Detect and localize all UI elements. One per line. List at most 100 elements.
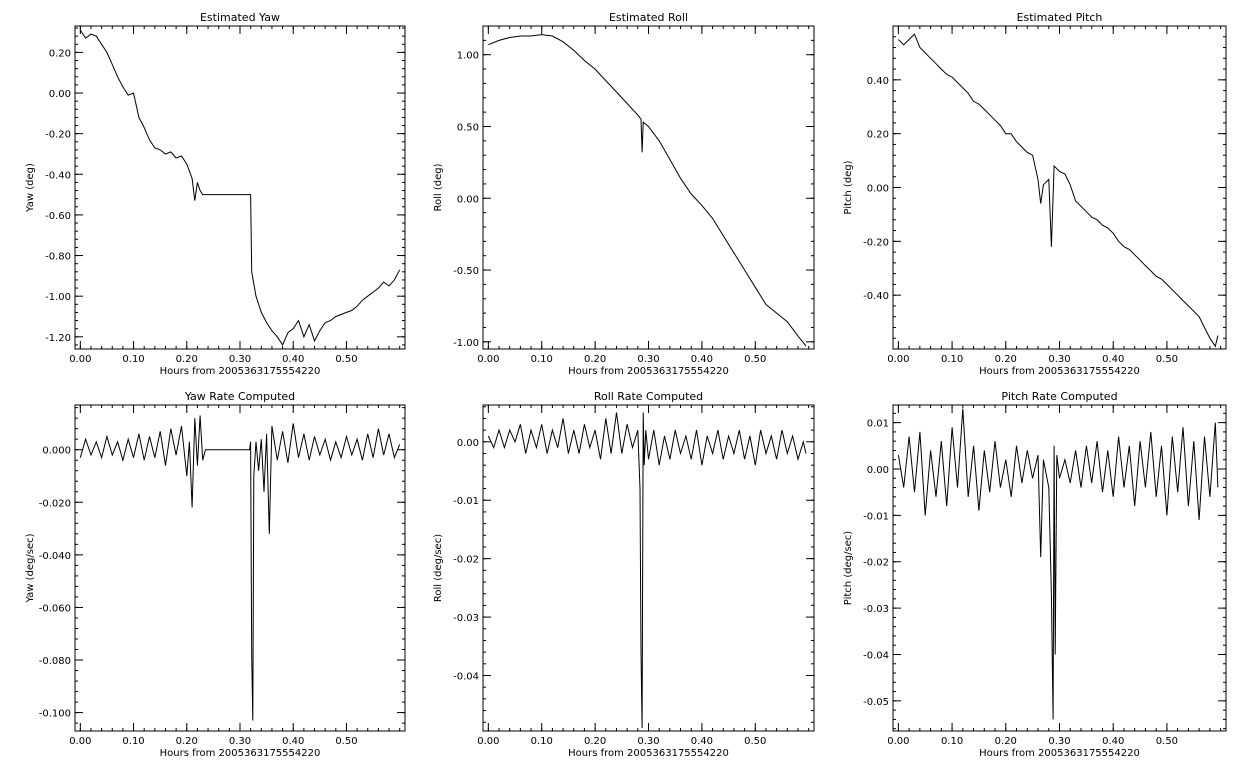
y-tick-label: -0.080 xyxy=(39,656,71,667)
y-tick-label: -0.02 xyxy=(453,555,479,566)
x-tick-label: 0.40 xyxy=(282,354,304,365)
y-tick-label: 0.00 xyxy=(867,465,889,476)
series-line xyxy=(79,29,401,346)
chart-title: Roll Rate Computed xyxy=(594,390,703,403)
y-tick-label: -0.01 xyxy=(453,496,479,507)
x-tick-label: 0.00 xyxy=(477,736,499,747)
x-tick-label: 0.10 xyxy=(122,736,144,747)
y-tick-label: -0.50 xyxy=(453,266,479,277)
y-tick-label: -1.00 xyxy=(453,338,479,349)
series-line xyxy=(898,33,1219,348)
chart-title: Estimated Roll xyxy=(609,11,688,24)
plot-frame xyxy=(892,404,1227,732)
y-tick-label: -0.20 xyxy=(863,237,889,248)
x-tick-label: 0.30 xyxy=(637,736,659,747)
x-tick-label: 0.30 xyxy=(229,354,251,365)
y-axis-label: Yaw (deg) xyxy=(25,163,36,213)
x-tick-label: 0.30 xyxy=(637,354,659,365)
x-tick-label: 0.10 xyxy=(531,354,553,365)
x-tick-label: 0.40 xyxy=(691,736,713,747)
x-tick-label: 0.50 xyxy=(744,354,766,365)
x-axis-label: Hours from 2005363175554220 xyxy=(160,748,321,759)
y-axis-label: Roll (deg/sec) xyxy=(433,534,444,602)
x-tick-label: 0.40 xyxy=(691,354,713,365)
x-tick-label: 0.10 xyxy=(122,354,144,365)
x-tick-label: 0.00 xyxy=(69,736,91,747)
x-tick-label: 0.20 xyxy=(995,354,1017,365)
series-line xyxy=(897,408,1219,720)
y-tick-label: 0.20 xyxy=(49,48,71,59)
x-tick-label: 0.30 xyxy=(1048,354,1070,365)
x-tick-label: 0.20 xyxy=(176,354,198,365)
plot-frame xyxy=(892,25,1227,350)
plot-frame xyxy=(482,25,815,350)
y-tick-label: -0.20 xyxy=(45,130,71,141)
x-tick-label: 0.50 xyxy=(744,736,766,747)
y-tick-label: -0.04 xyxy=(863,650,889,661)
x-tick-label: 0.40 xyxy=(1102,354,1124,365)
y-tick-label: -1.00 xyxy=(45,292,71,303)
x-axis-label: Hours from 2005363175554220 xyxy=(568,748,729,759)
y-tick-label: -0.80 xyxy=(45,252,71,263)
y-tick-label: 0.40 xyxy=(867,76,889,87)
series-line xyxy=(79,415,401,721)
x-tick-label: 0.50 xyxy=(335,354,357,365)
y-axis-label: Roll (deg) xyxy=(433,163,444,211)
y-tick-label: 1.00 xyxy=(457,51,479,62)
chart-panel: 0.00 0.10 0.20 0.30 0.40 0.50 0.00 -0.01 -0.02 -0… xyxy=(433,390,815,759)
chart-panel: 0.00 0.10 0.20 0.30 0.40 0.50 0.01 0.00 -0.01 -0.… xyxy=(843,390,1227,759)
y-tick-label: 0.50 xyxy=(457,122,479,133)
y-tick-label: 0.20 xyxy=(867,130,889,141)
y-tick-label: -0.03 xyxy=(863,604,889,615)
x-tick-label: 0.00 xyxy=(477,354,499,365)
y-tick-label: -1.20 xyxy=(45,333,71,344)
y-tick-label: -0.03 xyxy=(453,613,479,624)
y-axis-label: Pitch (deg) xyxy=(843,160,854,214)
x-tick-label: 0.20 xyxy=(584,736,606,747)
x-tick-label: 0.00 xyxy=(887,736,909,747)
x-axis-label: Hours from 2005363175554220 xyxy=(568,366,729,377)
x-tick-label: 0.50 xyxy=(335,736,357,747)
plot-frame xyxy=(74,25,406,350)
x-tick-label: 0.10 xyxy=(941,736,963,747)
y-tick-label: 0.01 xyxy=(867,419,889,430)
x-tick-label: 0.30 xyxy=(229,736,251,747)
y-axis-label: Pitch (deg/sec) xyxy=(843,531,854,606)
y-tick-label: -0.060 xyxy=(39,603,71,614)
y-tick-label: 0.00 xyxy=(867,184,889,195)
y-axis-label: Yaw (deg/sec) xyxy=(25,533,36,603)
y-tick-label: 0.00 xyxy=(49,89,71,100)
chart-title: Estimated Pitch xyxy=(1017,11,1103,24)
x-tick-label: 0.50 xyxy=(1156,736,1178,747)
x-tick-label: 0.10 xyxy=(941,354,963,365)
x-tick-label: 0.30 xyxy=(1048,736,1070,747)
series-line xyxy=(488,34,807,347)
y-tick-label: 0.00 xyxy=(457,438,479,449)
y-tick-label: 0.00 xyxy=(457,194,479,205)
x-tick-label: 0.00 xyxy=(887,354,909,365)
chart-title: Estimated Yaw xyxy=(200,11,280,24)
y-tick-label: -0.40 xyxy=(45,170,71,181)
x-tick-label: 0.10 xyxy=(531,736,553,747)
x-tick-label: 0.00 xyxy=(69,354,91,365)
x-tick-label: 0.20 xyxy=(176,736,198,747)
y-tick-label: -0.100 xyxy=(39,709,71,720)
y-tick-label: -0.020 xyxy=(39,498,71,509)
chart-title: Yaw Rate Computed xyxy=(184,390,295,403)
y-tick-label: 0.000 xyxy=(42,446,71,457)
x-axis-label: Hours from 2005363175554220 xyxy=(979,748,1140,759)
x-axis-label: Hours from 2005363175554220 xyxy=(979,366,1140,377)
chart-panel: 0.00 0.10 0.20 0.30 0.40 0.50 0.20 0.00 -0.20 -0.… xyxy=(25,11,406,377)
x-axis-label: Hours from 2005363175554220 xyxy=(160,366,321,377)
y-tick-label: -0.60 xyxy=(45,211,71,222)
x-tick-label: 0.50 xyxy=(1156,354,1178,365)
series-line xyxy=(487,412,807,729)
chart-panel: 0.00 0.10 0.20 0.30 0.40 0.50 0.40 0.20 0.00 -0.2… xyxy=(843,11,1227,377)
x-tick-label: 0.40 xyxy=(1102,736,1124,747)
x-tick-label: 0.20 xyxy=(584,354,606,365)
chart-panel: 0.00 0.10 0.20 0.30 0.40 0.50 0.000 -0.020 -0.04… xyxy=(25,390,406,759)
y-tick-label: -0.40 xyxy=(863,291,889,302)
x-tick-label: 0.40 xyxy=(282,736,304,747)
chart-title: Pitch Rate Computed xyxy=(1001,390,1117,403)
